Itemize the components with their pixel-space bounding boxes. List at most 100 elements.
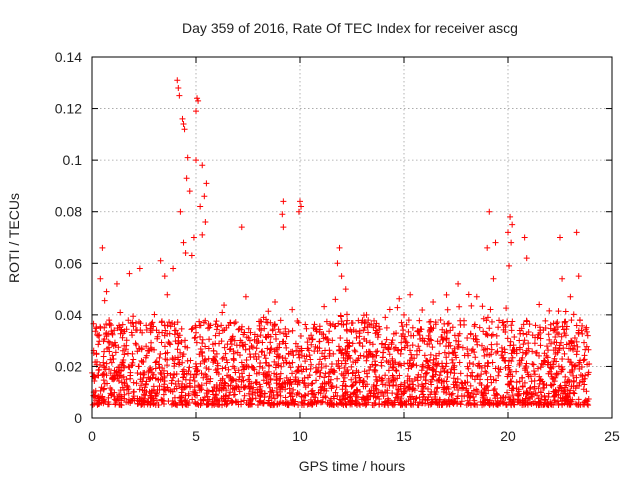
roti-point	[464, 372, 471, 379]
roti-point	[409, 342, 416, 349]
roti-point	[267, 339, 274, 346]
roti-point	[467, 393, 474, 400]
roti-point	[135, 363, 142, 370]
roti-point	[456, 359, 463, 366]
roti-point	[453, 354, 460, 361]
roti-point	[484, 363, 491, 370]
roti-point	[188, 252, 195, 259]
roti-point	[408, 400, 415, 407]
roti-point	[559, 323, 566, 330]
roti-point	[576, 317, 583, 324]
roti-point	[468, 390, 475, 397]
x-axis-label: GPS time / hours	[299, 458, 406, 474]
roti-point	[390, 361, 397, 368]
roti-point	[289, 348, 296, 355]
roti-point	[563, 393, 570, 400]
roti-point	[523, 255, 530, 262]
roti-point	[434, 385, 441, 392]
roti-point	[429, 344, 436, 351]
roti-point	[106, 348, 113, 355]
roti-point	[177, 395, 184, 402]
roti-point	[295, 208, 302, 215]
roti-point	[185, 390, 192, 397]
roti-point	[425, 362, 432, 369]
roti-point	[455, 280, 462, 287]
roti-point	[100, 377, 107, 384]
roti-point	[502, 323, 509, 330]
roti-point	[439, 326, 446, 333]
roti-point	[426, 329, 433, 336]
roti-point	[172, 327, 179, 334]
roti-point	[434, 361, 441, 368]
y-tick-label: 0.02	[55, 358, 82, 374]
roti-point	[405, 328, 412, 335]
roti-point	[256, 381, 263, 388]
roti-point	[383, 336, 390, 343]
roti-point	[524, 369, 531, 376]
roti-point	[338, 321, 345, 328]
roti-point	[403, 321, 410, 328]
roti-point	[406, 384, 413, 391]
roti-point	[551, 355, 558, 362]
roti-point	[258, 349, 265, 356]
roti-point	[191, 377, 198, 384]
roti-point	[398, 319, 405, 326]
roti-point	[128, 398, 135, 405]
roti-point	[493, 332, 500, 339]
roti-point	[336, 244, 343, 251]
roti-point	[266, 393, 273, 400]
roti-point	[401, 389, 408, 396]
roti-point	[158, 318, 165, 325]
roti-point	[349, 382, 356, 389]
roti-point	[359, 379, 366, 386]
roti-point	[198, 386, 205, 393]
roti-point	[289, 327, 296, 334]
roti-point	[253, 370, 260, 377]
roti-point	[190, 374, 197, 381]
roti-point	[101, 364, 108, 371]
roti-point	[251, 366, 258, 373]
roti-point	[188, 326, 195, 333]
roti-point	[398, 395, 405, 402]
roti-point	[555, 331, 562, 338]
roti-point	[164, 356, 171, 363]
roti-point	[246, 351, 253, 358]
roti-point	[246, 397, 253, 404]
roti-point	[157, 351, 164, 358]
roti-point	[353, 386, 360, 393]
roti-point	[183, 370, 190, 377]
roti-point	[95, 341, 102, 348]
roti-point	[273, 376, 280, 383]
roti-point	[356, 401, 363, 408]
roti-point	[245, 401, 252, 408]
roti-point	[425, 401, 432, 408]
roti-point	[220, 354, 227, 361]
roti-point	[545, 347, 552, 354]
roti-point	[411, 376, 418, 383]
roti-point	[241, 384, 248, 391]
roti-point	[317, 369, 324, 376]
roti-point	[249, 344, 256, 351]
roti-point	[204, 401, 211, 408]
roti-point	[298, 203, 305, 210]
roti-point	[225, 366, 232, 373]
roti-point	[400, 327, 407, 334]
roti-point	[366, 367, 373, 374]
roti-point	[230, 357, 237, 364]
roti-point	[581, 381, 588, 388]
roti-point	[569, 366, 576, 373]
roti-point	[221, 401, 228, 408]
roti-point	[327, 379, 334, 386]
roti-point	[274, 400, 281, 407]
roti-point	[210, 400, 217, 407]
roti-point	[308, 341, 315, 348]
roti-point	[149, 374, 156, 381]
roti-point	[395, 361, 402, 368]
roti-point	[462, 379, 469, 386]
roti-point	[238, 224, 245, 231]
roti-point	[108, 322, 115, 329]
roti-point	[123, 337, 130, 344]
roti-point	[484, 314, 491, 321]
roti-point	[176, 332, 183, 339]
roti-point	[275, 326, 282, 333]
